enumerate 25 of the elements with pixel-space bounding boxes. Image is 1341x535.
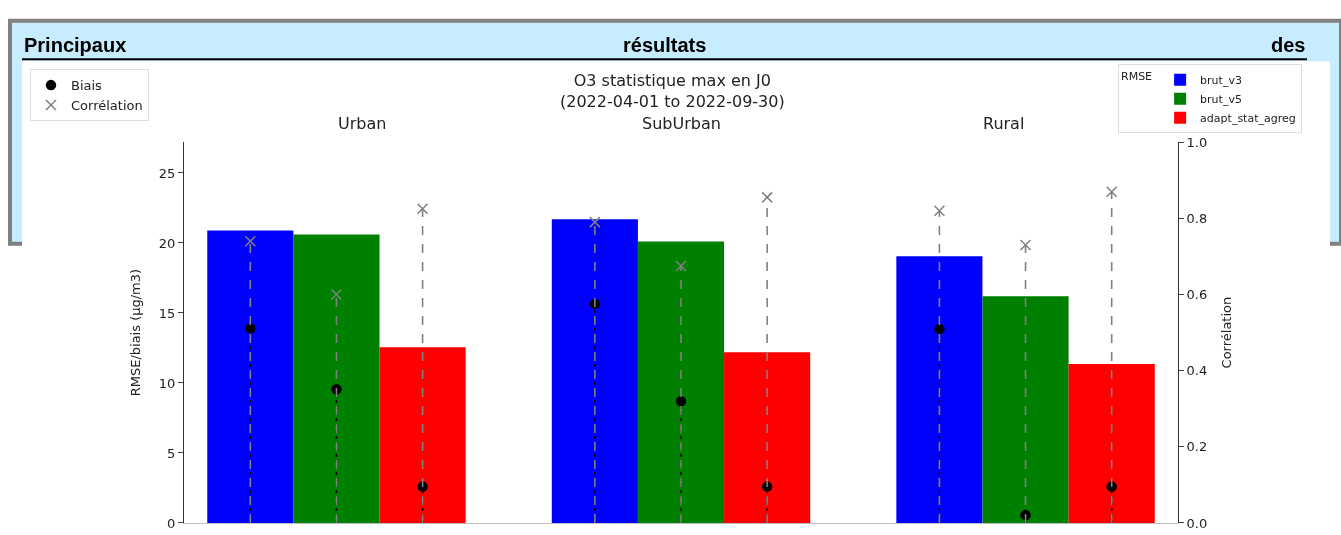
legend-label: Corrélation	[71, 98, 143, 114]
legend-label: brut_v3	[1200, 74, 1242, 88]
y2-axis-title: Corrélation	[1218, 296, 1234, 369]
y-tick-label: 25	[158, 165, 176, 181]
legend-label: Biais	[71, 78, 103, 94]
y-axis-title: RMSE/biais (μg/m3)	[127, 268, 143, 397]
y-tick-label: 5	[167, 445, 176, 461]
y2-tick-label: 0.4	[1186, 363, 1208, 379]
legend-label: brut_v5	[1200, 93, 1242, 107]
y2-tick-label: 1.0	[1186, 134, 1208, 150]
text: Rural	[983, 114, 1025, 133]
text: Principaux résultats des	[24, 34, 1306, 56]
y2-tick-label: 0.2	[1186, 439, 1208, 455]
y-tick-label: 15	[158, 305, 176, 321]
y-tick-label: 0	[167, 515, 176, 531]
y2-tick-label: 0.8	[1186, 210, 1208, 226]
y2-tick-label: 0.6	[1186, 287, 1208, 303]
text: Urban	[338, 114, 387, 133]
legend-title: RMSE	[1121, 69, 1153, 83]
y2-tick-label: 0.0	[1186, 515, 1208, 531]
y-tick-label: 20	[158, 235, 176, 251]
legend-label: adapt_stat_agreg	[1200, 112, 1296, 126]
text: SubUrban	[642, 114, 721, 133]
chart-title: O3 statistique max en J0 (2022-04-01 to 2022-09-30)	[560, 71, 785, 111]
y-tick-label: 10	[158, 375, 176, 391]
